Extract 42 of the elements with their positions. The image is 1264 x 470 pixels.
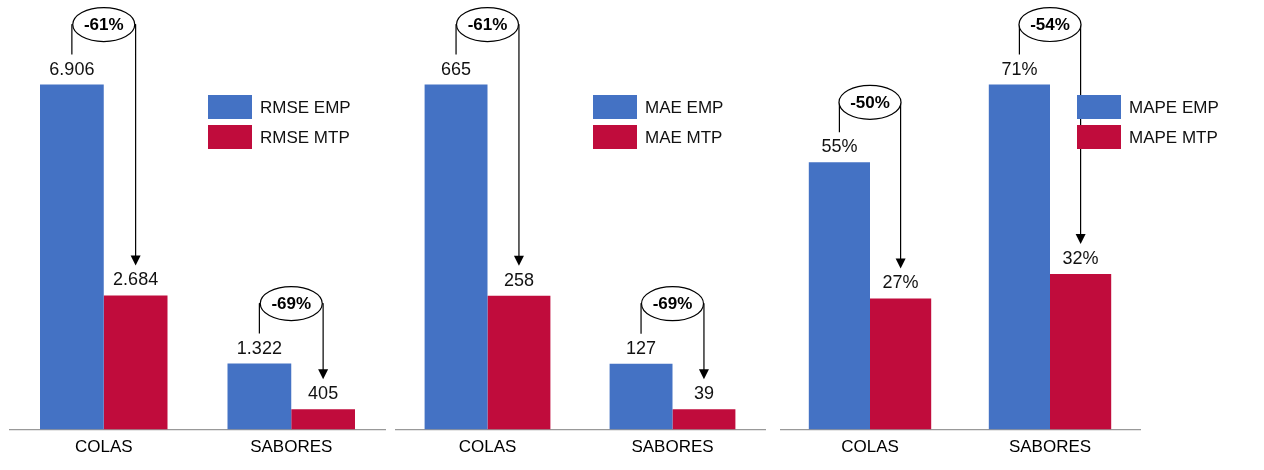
annotation: -61%	[83, 15, 124, 35]
bar	[988, 84, 1050, 430]
data-label: 6.906	[49, 58, 95, 79]
annotation: -69%	[271, 294, 312, 314]
data-label: 258	[503, 269, 534, 290]
data-label: 39	[693, 383, 714, 404]
data-label: 32%	[1062, 248, 1099, 269]
bar	[227, 363, 292, 430]
bar	[808, 162, 870, 430]
data-label: 1.322	[236, 337, 282, 358]
data-label: 2.684	[113, 269, 159, 290]
legend-label: MAE MTP	[645, 127, 723, 147]
legend-label: MAPE MTP	[1129, 127, 1218, 147]
bar	[487, 295, 551, 430]
x-tick-label: SABORES	[250, 437, 333, 457]
bar	[291, 409, 355, 430]
annotation: -69%	[652, 294, 693, 314]
bar	[870, 298, 932, 430]
data-label: 405	[308, 383, 339, 404]
x-tick-label: COLAS	[458, 437, 517, 457]
annotation: -54%	[1030, 15, 1070, 35]
x-tick-label: SABORES	[631, 437, 714, 457]
bar	[1050, 274, 1112, 430]
legend-label: RMSE MTP	[260, 127, 350, 147]
bar	[424, 84, 488, 430]
x-tick-label: COLAS	[841, 437, 899, 457]
annotation: -50%	[850, 92, 890, 112]
legend-label: RMSE EMP	[260, 97, 351, 117]
legend-label: MAE EMP	[645, 97, 724, 117]
data-label: 55%	[821, 136, 858, 157]
annotation: -61%	[467, 15, 508, 35]
bar	[103, 295, 168, 430]
bar	[672, 409, 736, 430]
data-label: 71%	[1001, 58, 1038, 79]
data-label: 127	[626, 337, 657, 358]
bar	[40, 84, 104, 430]
x-tick-label: SABORES	[1008, 437, 1092, 457]
data-label: 665	[441, 58, 472, 79]
x-tick-label: COLAS	[74, 437, 133, 457]
bar	[609, 363, 673, 430]
data-label: 27%	[882, 272, 919, 293]
legend-label: MAPE EMP	[1129, 97, 1219, 117]
